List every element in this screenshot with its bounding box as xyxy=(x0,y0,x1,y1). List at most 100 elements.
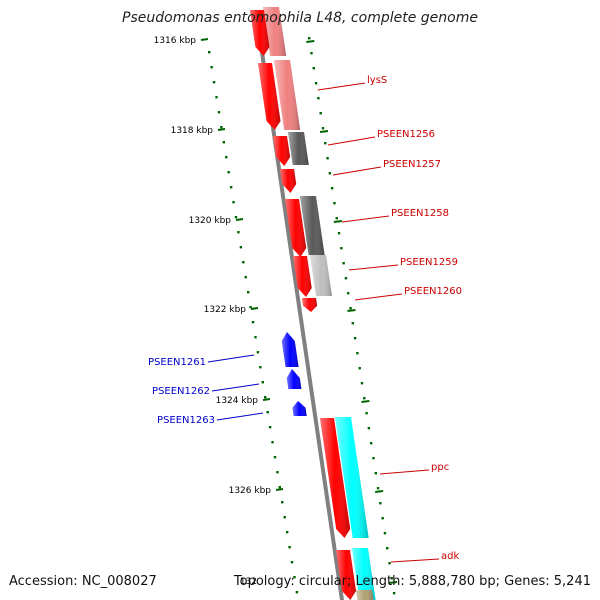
major-tick xyxy=(333,220,342,223)
label-leader-line xyxy=(341,215,390,223)
outer-tick xyxy=(369,442,373,445)
inner-tick xyxy=(220,126,223,129)
inner-tick xyxy=(295,591,299,594)
major-tick xyxy=(275,488,284,491)
inner-tick xyxy=(222,141,226,144)
forward-gene-arrow-shading xyxy=(258,63,281,130)
scale-label: 1324 kbp xyxy=(216,396,259,406)
major-tick xyxy=(319,130,329,133)
cog-bar-shading xyxy=(310,255,332,296)
reverse-gene-arrow-shading xyxy=(281,332,299,367)
inner-tick xyxy=(261,381,264,384)
inner-tick xyxy=(208,51,211,54)
outer-tick xyxy=(390,577,394,580)
outer-tick xyxy=(367,427,371,430)
forward-gene-arrow-shading xyxy=(320,418,351,538)
outer-tick xyxy=(388,562,391,565)
inner-tick xyxy=(242,261,245,264)
outer-tick xyxy=(335,217,338,220)
scale-label: 1326 kbp xyxy=(229,486,272,496)
outer-tick xyxy=(317,97,320,100)
forward-gene-label: adk xyxy=(441,551,459,562)
inner-tick xyxy=(259,366,262,369)
inner-tick xyxy=(210,66,213,69)
label-leader-line xyxy=(207,354,255,363)
outer-tick xyxy=(356,352,359,355)
cog-bar-shading xyxy=(274,60,301,130)
scale-label: 1316 kbp xyxy=(154,36,197,46)
reverse-gene-arrow-shading xyxy=(292,401,307,416)
outer-tick xyxy=(324,142,327,145)
scale-labels: 1316 kbp 1318 kbp 1320 kbp 1322 kbp 1324 kbp… xyxy=(154,36,398,587)
inner-tick xyxy=(229,186,233,189)
inner-tick xyxy=(227,171,230,174)
outer-tick xyxy=(365,412,368,415)
outer-tick xyxy=(383,532,387,535)
outer-tick xyxy=(344,277,348,280)
inner-tick xyxy=(266,411,269,414)
forward-gene-arrow-shading xyxy=(250,10,270,56)
inner-tick xyxy=(239,246,243,249)
inner-tick xyxy=(256,351,260,354)
outer-tick xyxy=(321,127,325,130)
inner-tick xyxy=(254,336,257,339)
inner-tick xyxy=(283,516,286,519)
inner-tick xyxy=(237,231,240,234)
inner-tick xyxy=(215,96,218,99)
forward-gene-label: PSEEN1257 xyxy=(383,159,441,170)
outer-tick xyxy=(319,112,322,115)
major-tick xyxy=(375,490,384,493)
label-leader-line xyxy=(348,264,399,271)
inner-tick xyxy=(273,456,277,459)
outer-tick xyxy=(360,382,364,385)
forward-gene-arrow-shading xyxy=(285,199,307,257)
scale-label: 1318 kbp xyxy=(171,126,214,136)
scale-label: 132 xyxy=(240,577,257,587)
forward-gene-arrow-shading xyxy=(273,136,291,166)
gene-features xyxy=(250,10,356,600)
forward-gene-label: ppc xyxy=(431,462,449,473)
label-leader-line xyxy=(332,166,382,176)
outer-tick xyxy=(308,37,311,40)
outer-tick xyxy=(314,82,318,85)
accession-text: Accession: NC_008027 xyxy=(9,574,157,589)
major-tick xyxy=(250,307,259,310)
major-tick xyxy=(217,128,226,131)
major-tick xyxy=(347,309,356,312)
outer-tick xyxy=(349,307,352,310)
label-leaders xyxy=(207,82,440,563)
forward-gene-label: PSEEN1258 xyxy=(391,208,449,219)
major-tick xyxy=(262,398,271,401)
label-leader-line xyxy=(317,82,366,91)
cog-bar-shading xyxy=(356,590,374,600)
outer-tick xyxy=(381,517,384,520)
forward-gene-label: lysS xyxy=(367,75,387,86)
outer-tick xyxy=(330,187,334,190)
outer-tick xyxy=(351,322,355,325)
major-tick xyxy=(200,38,209,41)
outer-tick xyxy=(376,487,380,490)
inner-tick xyxy=(290,561,294,564)
forward-gene-arrow-shading xyxy=(336,550,356,600)
inner-tick xyxy=(212,81,216,84)
inner-tick xyxy=(276,471,279,474)
inner-tick xyxy=(244,276,247,279)
forward-gene-arrow-shading xyxy=(280,169,297,193)
outer-tick xyxy=(342,262,345,265)
outer-tick xyxy=(310,52,313,55)
label-leader-line xyxy=(354,293,403,301)
gene-labels: lysS PSEEN1256 PSEEN1257 PSEEN1258 PSEEN1259… xyxy=(148,75,462,562)
outer-tick xyxy=(358,367,361,370)
inner-tick xyxy=(251,321,255,324)
label-leader-line xyxy=(379,469,430,475)
scale-label: 1320 kbp xyxy=(189,216,232,226)
outer-tick xyxy=(326,157,329,160)
inner-tick xyxy=(293,576,296,579)
inner-tick xyxy=(268,426,272,429)
major-tick xyxy=(235,218,244,221)
outer-tick xyxy=(312,67,315,70)
major-tick xyxy=(388,581,398,584)
inner-tick xyxy=(232,201,235,204)
